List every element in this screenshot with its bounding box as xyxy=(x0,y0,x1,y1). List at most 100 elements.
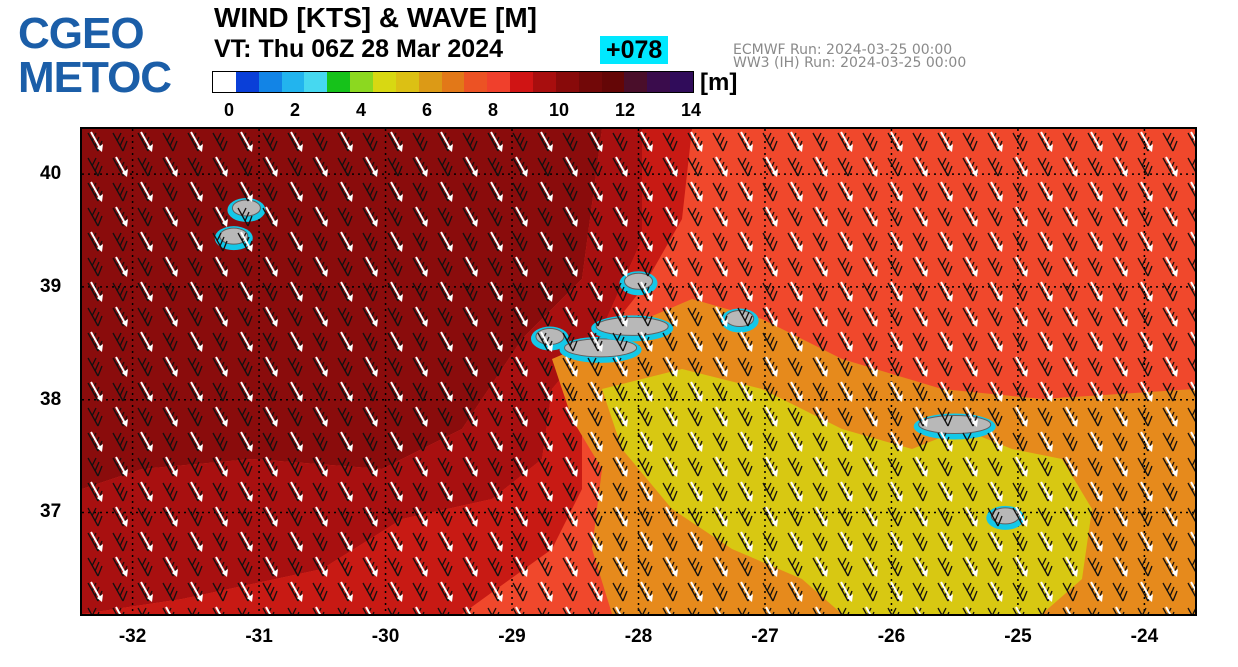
wind-barb xyxy=(812,482,828,502)
wave-arrow xyxy=(965,306,978,327)
wind-barb xyxy=(1012,482,1028,502)
wave-arrow xyxy=(840,131,853,152)
wind-barb xyxy=(987,357,1003,377)
wave-arrow xyxy=(1015,606,1022,614)
wave-arrow xyxy=(1140,531,1153,552)
wave-arrow xyxy=(540,181,553,202)
wave-arrow xyxy=(940,581,953,602)
wind-barb xyxy=(487,557,503,577)
wave-arrow xyxy=(315,406,328,427)
wave-arrow xyxy=(540,131,553,152)
wave-arrow xyxy=(965,606,972,614)
wave-arrow xyxy=(440,131,453,152)
wind-barb xyxy=(462,532,478,552)
wave-arrow xyxy=(1115,356,1128,377)
wind-barb xyxy=(812,532,828,552)
wave-arrow xyxy=(865,506,878,527)
wave-arrow xyxy=(1015,156,1028,177)
wind-barb xyxy=(962,382,978,402)
wind-barb xyxy=(1087,457,1103,477)
wave-arrow xyxy=(215,206,228,227)
wind-barb xyxy=(837,307,853,327)
wave-arrow xyxy=(865,406,878,427)
wave-arrow xyxy=(390,281,403,302)
wind-barb xyxy=(762,532,778,552)
wind-barb xyxy=(487,457,503,477)
wave-arrow xyxy=(1190,531,1195,542)
wind-barb xyxy=(962,532,978,552)
wind-barb xyxy=(487,357,503,377)
wave-arrow xyxy=(940,131,953,152)
wave-arrow xyxy=(890,231,903,252)
valid-time: VT: Thu 06Z 28 Mar 2024 xyxy=(214,35,504,63)
wind-barb xyxy=(587,457,603,477)
wind-barb xyxy=(212,182,228,202)
wave-arrow xyxy=(315,506,328,527)
wave-arrow xyxy=(515,556,528,577)
wind-barb xyxy=(712,582,728,602)
wind-barb xyxy=(562,482,578,502)
wave-arrow xyxy=(140,131,153,152)
wind-barb xyxy=(187,507,203,527)
colorbar-segment xyxy=(350,72,374,92)
wave-arrow xyxy=(340,331,353,352)
wave-arrow xyxy=(640,331,653,352)
island-terceira xyxy=(725,309,755,327)
wave-arrow xyxy=(1040,281,1053,302)
wind-barb xyxy=(912,382,928,402)
wind-barb xyxy=(237,557,253,577)
wind-barb xyxy=(762,132,778,152)
wave-arrow xyxy=(1140,581,1153,602)
wind-barb xyxy=(212,282,228,302)
wind-barb xyxy=(337,507,353,527)
wave-arrow xyxy=(590,181,603,202)
wave-arrow xyxy=(915,206,928,227)
wind-barb xyxy=(237,407,253,427)
wind-barb xyxy=(112,382,128,402)
wind-barb xyxy=(912,132,928,152)
wave-arrow xyxy=(990,131,1003,152)
wave-arrow xyxy=(215,506,228,527)
colorbar-segment xyxy=(235,72,259,92)
wave-arrow xyxy=(140,431,153,452)
wind-barb xyxy=(362,532,378,552)
wind-barb xyxy=(687,157,703,177)
wind-barb xyxy=(287,457,303,477)
wind-barb xyxy=(162,532,178,552)
wave-arrow xyxy=(1115,156,1128,177)
wind-barb xyxy=(1162,382,1178,402)
wind-barb xyxy=(237,457,253,477)
wave-arrow xyxy=(465,556,478,577)
wave-arrow xyxy=(315,206,328,227)
y-tick-label: 38 xyxy=(40,388,62,410)
colorbar-segment xyxy=(464,72,488,92)
wave-arrow xyxy=(615,406,628,427)
wave-arrow xyxy=(115,556,128,577)
wave-arrow xyxy=(240,481,253,502)
wave-arrow xyxy=(940,481,953,502)
colorbar-segment xyxy=(601,72,625,92)
wave-arrow xyxy=(765,306,778,327)
wind-barb xyxy=(212,432,228,452)
wind-barb xyxy=(687,357,703,377)
wind-barb xyxy=(1112,182,1128,202)
wind-barb xyxy=(587,357,603,377)
wave-arrow xyxy=(240,181,253,202)
wave-arrow xyxy=(915,506,928,527)
wave-arrow xyxy=(765,556,778,577)
wave-arrow xyxy=(640,581,653,602)
wind-barb xyxy=(287,357,303,377)
wind-barb xyxy=(562,182,578,202)
wind-barb xyxy=(812,182,828,202)
wave-arrow xyxy=(515,456,528,477)
wind-barb xyxy=(312,432,328,452)
wave-arrow xyxy=(90,331,103,352)
wind-barb xyxy=(887,457,903,477)
wind-barb xyxy=(112,282,128,302)
wind-barb xyxy=(137,607,150,614)
wave-arrow xyxy=(840,381,853,402)
wind-barb xyxy=(512,332,528,352)
wind-barb xyxy=(1187,507,1195,522)
wave-arrow xyxy=(265,306,278,327)
wave-arrow xyxy=(915,256,928,277)
